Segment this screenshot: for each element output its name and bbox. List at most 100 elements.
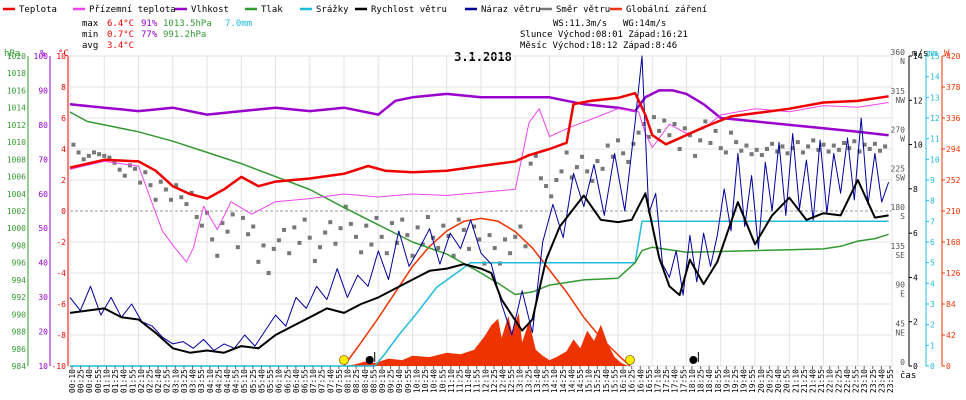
legend-label: Srážky	[316, 5, 349, 15]
tick-label-degc: -6	[56, 300, 66, 309]
legend-label: Přízemní teplota	[89, 5, 176, 15]
wind-dir-point	[682, 126, 687, 131]
wind-dir-point	[698, 138, 703, 143]
wind-dir-point	[718, 146, 723, 151]
axis-title-mm: mm	[927, 49, 938, 59]
x-tick-label: 15:55	[610, 369, 619, 393]
wind-dir-point	[158, 179, 163, 184]
wind-dir-point	[425, 215, 430, 220]
axes: 9849869889909929949969981000100210041006…	[7, 48, 961, 371]
tick-label-mm: 6	[930, 238, 935, 247]
stat-max-rain: 7.0mm	[225, 19, 252, 29]
x-tick-label: 12:55	[507, 369, 516, 393]
x-tick-label: 20:40	[774, 369, 783, 393]
wind-dir-point	[693, 153, 698, 158]
axis-title-degc: °C	[58, 49, 69, 59]
x-tick-label: 22:55	[852, 369, 861, 393]
x-tick-label: 06:10	[275, 369, 284, 393]
tick-label-mm: 13	[930, 93, 940, 102]
tick-label-degc: -2	[56, 238, 66, 247]
wind-dir-point	[446, 233, 451, 238]
x-tick-label: 06:40	[292, 369, 301, 393]
dir-label: 270	[891, 126, 906, 135]
tick-label-pct: 80	[38, 121, 48, 130]
wind-dir-point	[847, 146, 852, 151]
x-tick-label: 17:10	[654, 369, 663, 393]
x-tick-label: 14:10	[550, 369, 559, 393]
stat-min-label: min	[82, 30, 98, 40]
tick-label-hpa: 1018	[7, 69, 26, 78]
stat-max-press: 1013.5hPa	[163, 19, 212, 29]
x-tick-label: 01:40	[120, 369, 129, 393]
x-tick-label: 21:40	[809, 369, 818, 393]
tick-label-mm: 11	[930, 135, 940, 144]
wind-dir-point	[235, 245, 240, 250]
x-tick-label: 15:40	[602, 369, 611, 393]
x-tick-label: 19:25	[731, 369, 740, 393]
wind-dir-point	[754, 147, 759, 152]
tick-label-pct: 90	[38, 86, 48, 95]
x-tick-label: 10:55	[438, 369, 447, 393]
wind-dir-point	[71, 142, 76, 147]
wind-dir-point	[220, 221, 225, 226]
wind-dir-point	[374, 215, 379, 220]
wind-dir-point	[651, 115, 656, 120]
wind-dir-point	[312, 258, 317, 263]
x-tick-label: 12:25	[490, 369, 499, 393]
series-line-tlak	[69, 111, 889, 296]
x-tick-label: 04:55	[232, 369, 241, 393]
stat-min-hum: 77%	[141, 30, 158, 40]
x-tick-label: 23:40	[877, 369, 886, 393]
tick-label-mm: 0	[930, 362, 935, 371]
wind-dir-point	[544, 184, 549, 189]
wind-dir-point	[482, 261, 487, 266]
wind-dir-point	[508, 251, 513, 256]
x-tick-label: 13:40	[533, 369, 542, 393]
wind-dir-point	[143, 170, 148, 175]
wind-dir-point	[646, 134, 651, 139]
wind-dir-point	[307, 235, 312, 240]
wind-dir-point	[569, 175, 574, 180]
tick-label-mm: 8	[930, 197, 935, 206]
tick-label-hpa: 1020	[7, 52, 26, 61]
wind-dir-point	[657, 128, 662, 133]
dir-label: 45	[895, 319, 905, 328]
wind-dir-point	[189, 190, 194, 195]
wind-dir-point	[492, 246, 497, 251]
x-tick-label: 02:25	[145, 369, 154, 393]
wind-dir-point	[431, 235, 436, 240]
wind-dir-point	[739, 148, 744, 153]
wind-dir-point	[441, 223, 446, 228]
x-axis-ticks: 00:10 00:25 00:40 00:55 01:10 01:25 01:40 01:55…	[68, 366, 895, 393]
tick-label-w: 210	[946, 207, 961, 216]
wind-dir-point	[600, 166, 605, 171]
tick-label-pct: 10	[38, 362, 48, 371]
tick-label-hpa: 984	[12, 362, 27, 371]
stat-max-temp: 6.4°C	[107, 19, 134, 29]
wind-dir-point	[487, 233, 492, 238]
tick-label-pct: 60	[38, 190, 48, 199]
wind-dir-point	[420, 242, 425, 247]
wind-dir-point	[549, 194, 554, 199]
x-tick-label: 18:10	[688, 369, 697, 393]
x-tick-label: 03:55	[197, 369, 206, 393]
tick-label-hpa: 1000	[7, 224, 26, 233]
wind-dir-point	[862, 142, 867, 147]
dir-label-compass: S	[900, 212, 905, 221]
wind-dir-point	[687, 133, 692, 138]
x-tick-label: 11:25	[455, 369, 464, 393]
x-tick-label: 04:40	[223, 369, 232, 393]
tick-label-hpa: 994	[12, 276, 27, 285]
wind-dir-point	[86, 153, 91, 158]
wind-dir-point	[456, 217, 461, 222]
wind-dir-point	[91, 150, 96, 155]
wind-dir-point	[872, 141, 877, 146]
legend-label: Náraz větru	[481, 5, 541, 15]
series-line-n-raz-v-tru	[69, 55, 890, 351]
tick-label-mm: 10	[930, 155, 940, 164]
x-tick-label: 12:40	[499, 369, 508, 393]
x-tick-label: 16:25	[628, 369, 637, 393]
tick-label-hpa: 1010	[7, 138, 26, 147]
x-tick-label: 13:10	[516, 369, 525, 393]
wind-dir-point	[780, 144, 785, 149]
